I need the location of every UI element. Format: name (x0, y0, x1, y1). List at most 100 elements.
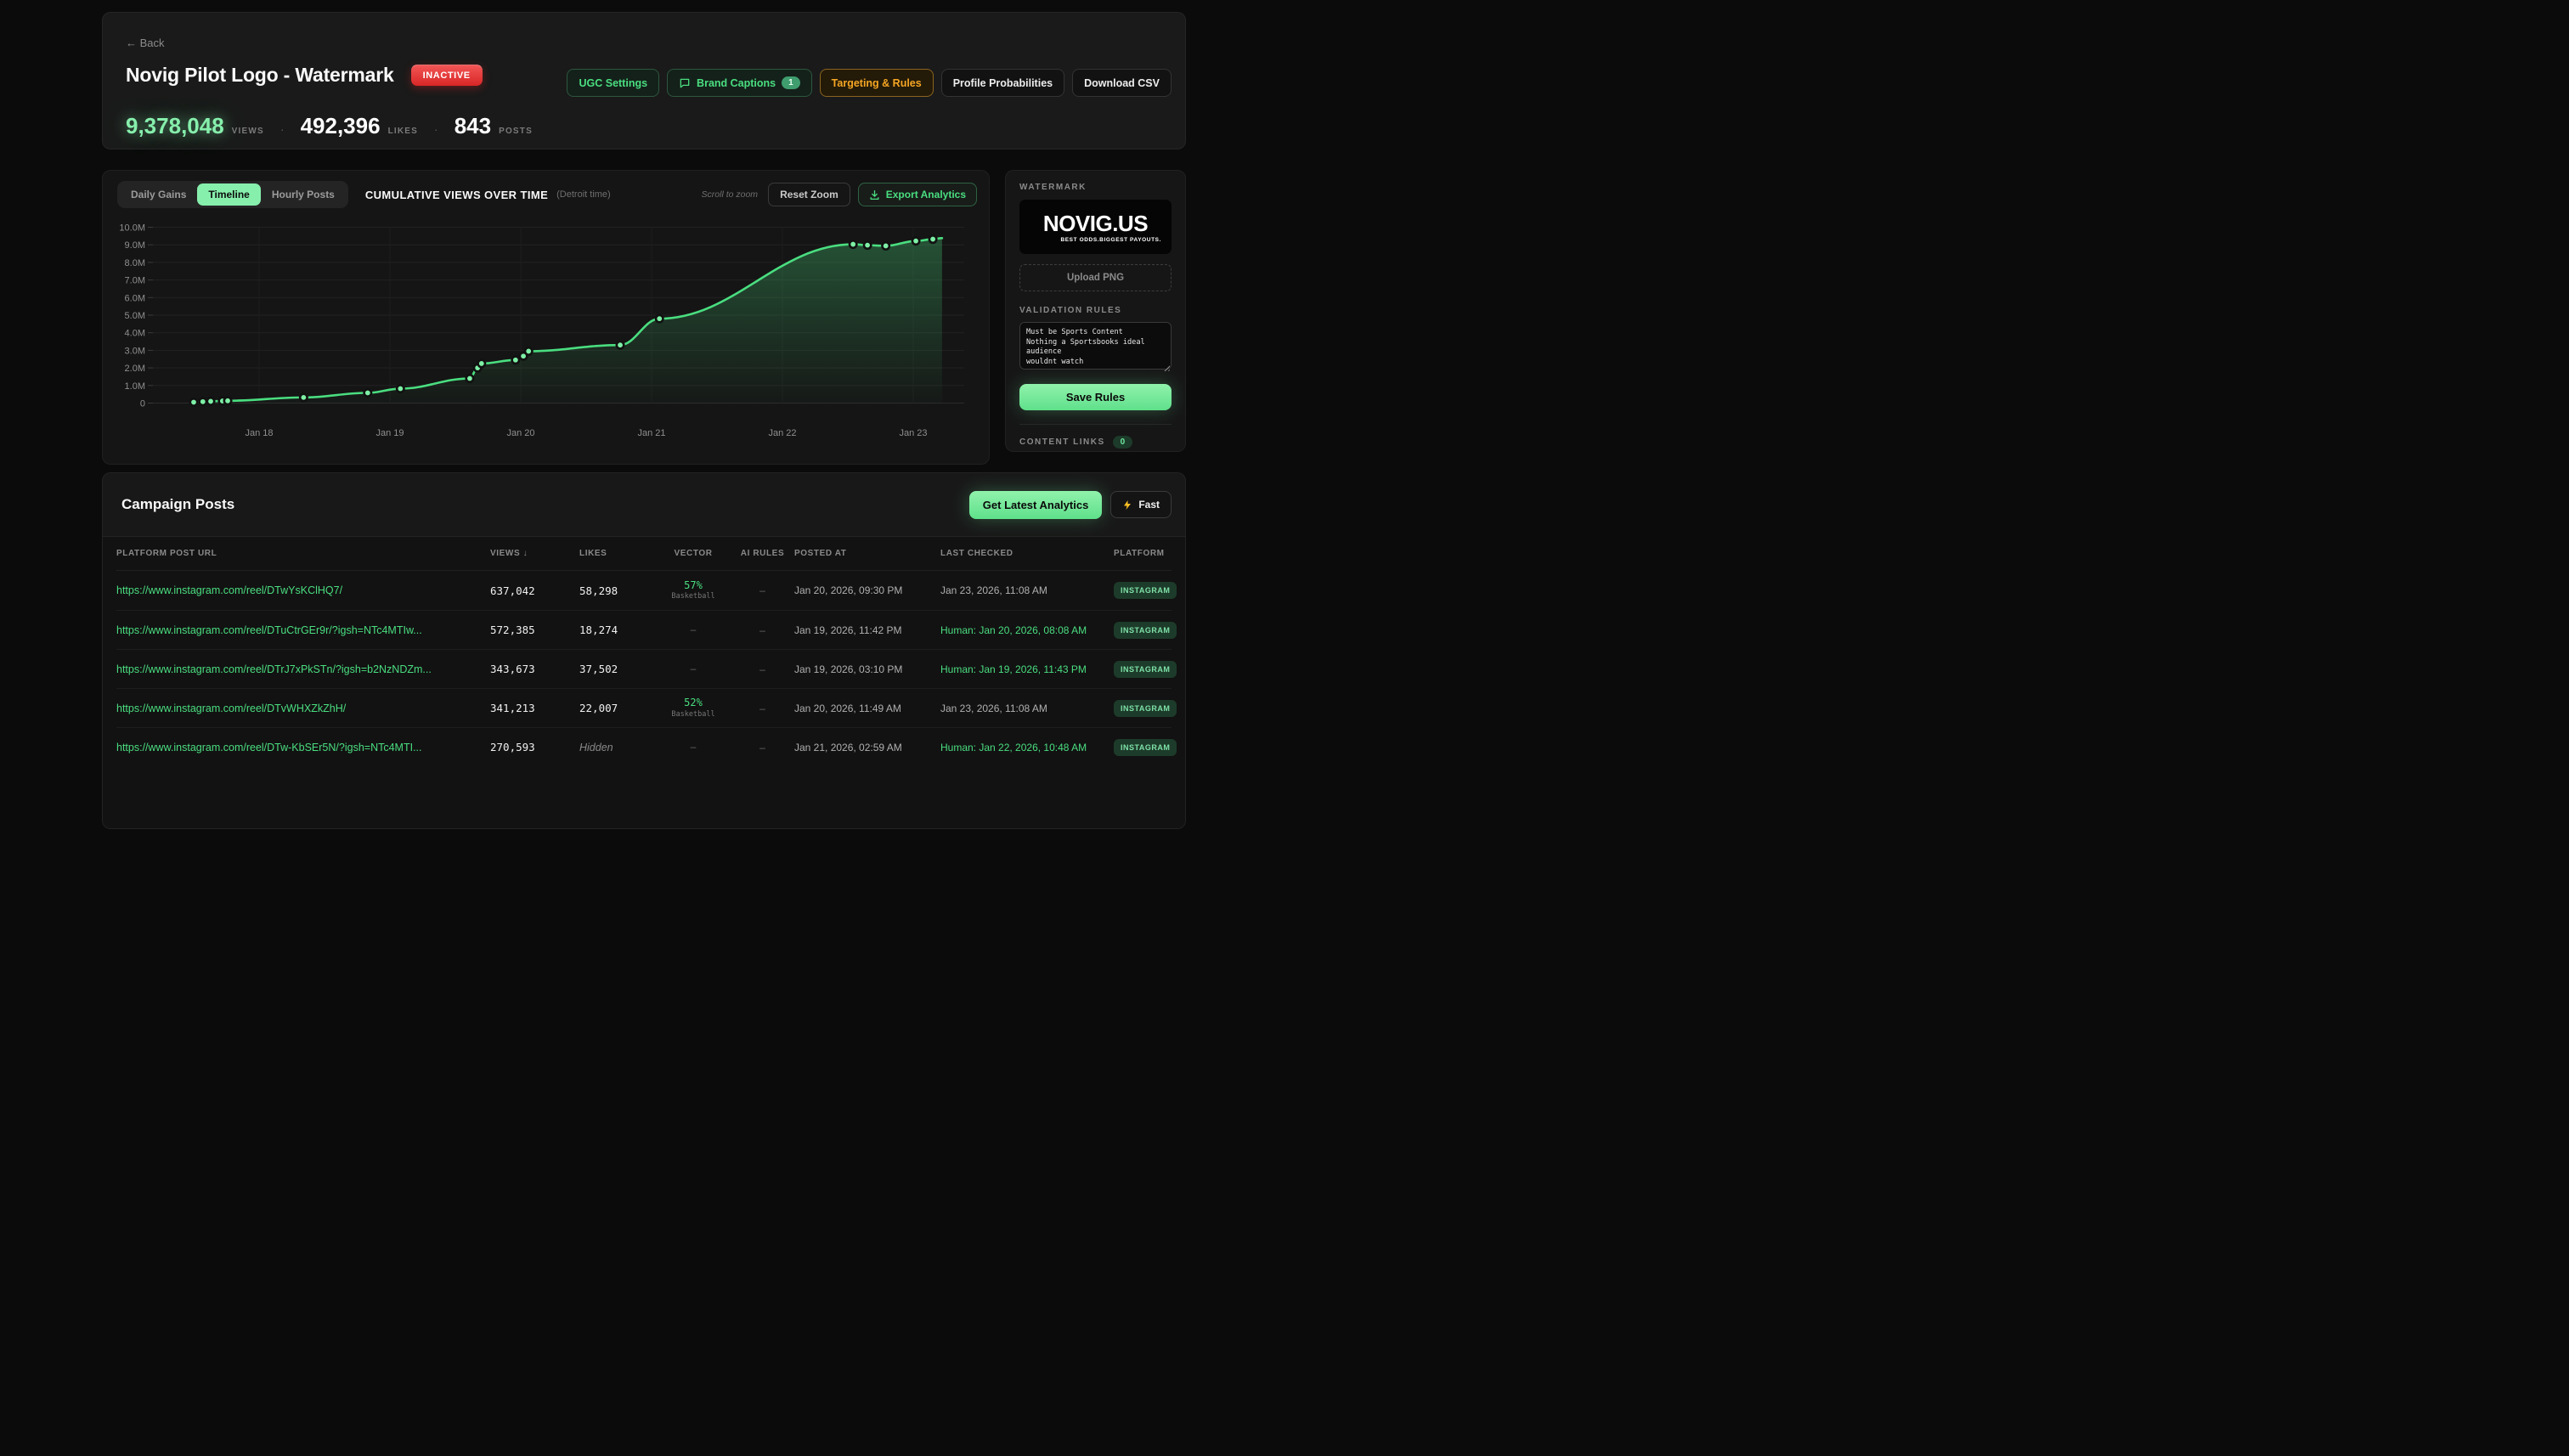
platform-cell: INSTAGRAM (1114, 738, 1177, 756)
platform-badge: INSTAGRAM (1114, 660, 1177, 678)
status-badge: INACTIVE (410, 65, 483, 86)
svg-text:5.0M: 5.0M (125, 311, 145, 321)
last-checked-value: Human: Jan 22, 2026, 10:48 AM (940, 741, 1087, 753)
views-value: 637,042 (490, 584, 535, 597)
last-checked-value: Human: Jan 19, 2026, 11:43 PM (940, 663, 1087, 675)
ugc-settings-button[interactable]: UGC Settings (567, 69, 660, 97)
svg-text:4.0M: 4.0M (125, 329, 145, 339)
svg-text:Jan 23: Jan 23 (899, 428, 927, 438)
profile-probabilities-button[interactable]: Profile Probabilities (940, 69, 1065, 97)
likes-value: Hidden (579, 741, 613, 753)
download-icon (870, 189, 879, 200)
platform-cell: INSTAGRAM (1114, 699, 1177, 717)
post-url-link[interactable]: https://www.instagram.com/reel/DTrJ7xPkS… (116, 663, 432, 675)
fast-toggle-button[interactable]: Fast (1110, 491, 1172, 518)
upload-png-dropzone[interactable]: Upload PNG (1019, 264, 1172, 291)
col-platform-post-url: PLATFORM POST URL (116, 549, 217, 558)
watermark-section-label: WATERMARK (1019, 183, 1087, 192)
likes-value: 37,502 (579, 663, 618, 675)
col-ai-rules: AI RULES (740, 549, 785, 558)
table-row: https://www.instagram.com/reel/DTuCtrGEr… (116, 610, 1177, 649)
brand-captions-count-badge: 1 (782, 76, 800, 89)
svg-text:Jan 22: Jan 22 (768, 428, 796, 438)
likes-value: 18,274 (579, 624, 618, 636)
platform-badge: INSTAGRAM (1114, 621, 1177, 639)
back-arrow-icon: ← (126, 37, 137, 49)
posts-table-header: PLATFORM POST URL VIEWS ↓ LIKES VECTOR A… (116, 537, 1172, 571)
col-views-sortable[interactable]: VIEWS ↓ (490, 549, 528, 558)
likes-value: 22,007 (579, 702, 618, 714)
col-platform: PLATFORM (1114, 549, 1165, 558)
likes-stat-label: LIKES (387, 127, 419, 136)
col-likes: LIKES (579, 549, 607, 558)
download-csv-label: Download CSV (1084, 76, 1160, 89)
page-title: Novig Pilot Logo - Watermark (126, 64, 394, 86)
table-row: https://www.instagram.com/reel/DTvWHXZkZ… (116, 688, 1177, 727)
back-link[interactable]: ← Back (126, 37, 165, 49)
textarea-resize-handle[interactable] (1162, 364, 1170, 371)
svg-text:2.0M: 2.0M (125, 364, 145, 374)
svg-text:3.0M: 3.0M (125, 346, 145, 356)
likes-stat-value: 492,396 (300, 113, 381, 138)
cumulative-views-chart[interactable]: 0 1.0M 2.0M 3.0M 4.0M 5.0M 6.0M 7.0M 8.0M 9.0M 10.… (103, 171, 991, 466)
table-row: https://www.instagram.com/reel/DTw-KbSEr… (116, 727, 1177, 766)
get-latest-analytics-button[interactable]: Get Latest Analytics (968, 490, 1103, 519)
targeting-rules-button[interactable]: Targeting & Rules (819, 69, 934, 97)
save-rules-button[interactable]: Save Rules (1019, 384, 1172, 410)
ai-rules-cell: – (759, 702, 765, 714)
last-checked-value: Jan 23, 2026, 11:08 AM (940, 702, 1047, 714)
download-csv-button[interactable]: Download CSV (1072, 69, 1172, 97)
svg-text:1.0M: 1.0M (125, 381, 145, 392)
svg-text:10.0M: 10.0M (119, 223, 145, 234)
last-checked-value: Human: Jan 20, 2026, 08:08 AM (940, 624, 1087, 636)
reset-zoom-button[interactable]: Reset Zoom (768, 183, 850, 206)
col-posted-at: POSTED AT (794, 549, 847, 558)
novig-logo-tagline: BEST ODDS.BIGGEST PAYOUTS. (1060, 237, 1161, 243)
posted-at-value: Jan 19, 2026, 11:42 PM (794, 624, 902, 636)
svg-text:Jan 18: Jan 18 (245, 428, 273, 438)
export-analytics-button[interactable]: Export Analytics (857, 183, 977, 206)
ugc-settings-label: UGC Settings (579, 76, 648, 89)
post-url-link[interactable]: https://www.instagram.com/reel/DTuCtrGEr… (116, 624, 422, 636)
svg-text:Jan 21: Jan 21 (637, 428, 665, 438)
timezone-note: (Detroit time) (556, 189, 611, 200)
svg-text:0: 0 (140, 399, 145, 409)
ai-rules-cell: – (759, 741, 765, 753)
validation-rules-textarea[interactable]: Must be Sports Content Nothing a Sportsb… (1019, 322, 1172, 370)
svg-text:9.0M: 9.0M (125, 240, 145, 251)
ai-rules-cell: – (759, 624, 765, 636)
platform-cell: INSTAGRAM (1114, 660, 1177, 678)
likes-value: 58,298 (579, 584, 618, 597)
export-analytics-label: Export Analytics (885, 189, 966, 200)
campaign-posts-panel: Campaign Posts Get Latest Analytics Fast… (102, 472, 1186, 829)
tab-timeline[interactable]: Timeline (197, 183, 261, 206)
posts-stat-value: 843 (454, 113, 492, 138)
posts-table: PLATFORM POST URL VIEWS ↓ LIKES VECTOR A… (103, 536, 1185, 828)
views-value: 343,673 (490, 663, 535, 675)
fast-label: Fast (1138, 499, 1160, 511)
posted-at-value: Jan 19, 2026, 03:10 PM (794, 663, 903, 675)
tab-hourly-posts[interactable]: Hourly Posts (271, 189, 335, 200)
ai-rules-cell: – (759, 584, 765, 596)
vector-cell: – (690, 740, 697, 753)
views-stat-value: 9,378,048 (126, 113, 224, 138)
content-links-label: CONTENT LINKS (1019, 437, 1105, 447)
profile-probabilities-label: Profile Probabilities (952, 76, 1053, 89)
views-stat-label: VIEWS (231, 127, 264, 136)
post-url-link[interactable]: https://www.instagram.com/reel/DTwYsKClH… (116, 584, 343, 596)
vector-cell: 57% Basketball (671, 578, 715, 601)
stats-row: 9,378,048 VIEWS · 492,396 LIKES · 843 PO… (126, 113, 533, 139)
post-url-link[interactable]: https://www.instagram.com/reel/DTw-KbSEr… (116, 741, 422, 753)
scroll-to-zoom-hint: Scroll to zoom (701, 189, 759, 200)
svg-text:Jan 19: Jan 19 (375, 428, 404, 438)
content-links-count-badge: 0 (1112, 436, 1133, 449)
table-row: https://www.instagram.com/reel/DTwYsKClH… (116, 571, 1177, 610)
watermark-logo-preview: NOVIG.US BEST ODDS.BIGGEST PAYOUTS. (1019, 200, 1172, 254)
tab-daily-gains[interactable]: Daily Gains (131, 189, 187, 200)
svg-text:6.0M: 6.0M (125, 293, 145, 303)
brand-captions-button[interactable]: Brand Captions 1 (667, 69, 812, 97)
post-url-link[interactable]: https://www.instagram.com/reel/DTvWHXZkZ… (116, 702, 347, 714)
platform-badge: INSTAGRAM (1114, 738, 1177, 756)
stat-separator: · (434, 122, 438, 136)
views-value: 341,213 (490, 702, 535, 714)
